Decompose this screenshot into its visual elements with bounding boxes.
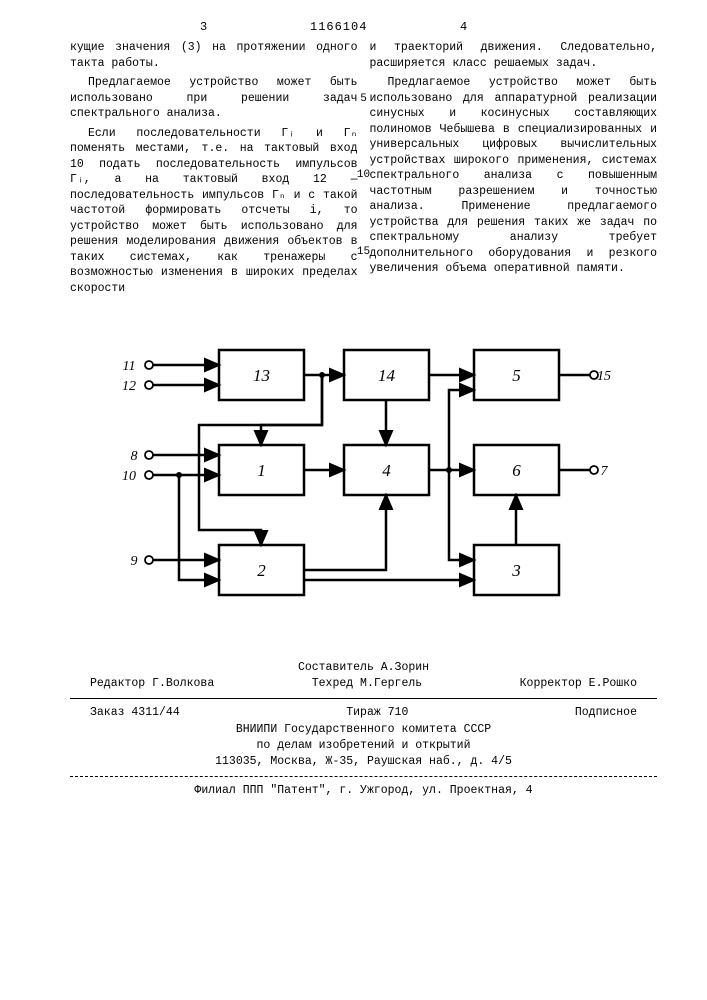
editor: Редактор Г.Волкова — [90, 676, 214, 692]
svg-text:8: 8 — [130, 449, 137, 464]
address: 113035, Москва, Ж-35, Раушская наб., д. … — [70, 754, 657, 770]
tirazh: Тираж 710 — [346, 705, 408, 721]
signed: Подписное — [575, 705, 637, 721]
corrector: Корректор Е.Рошко — [520, 676, 637, 692]
svg-text:5: 5 — [512, 366, 521, 385]
svg-text:2: 2 — [257, 561, 266, 580]
svg-text:9: 9 — [130, 554, 137, 569]
margin-number: 5 — [360, 92, 367, 107]
svg-text:15: 15 — [597, 369, 611, 384]
svg-text:1: 1 — [257, 461, 266, 480]
svg-text:4: 4 — [382, 461, 391, 480]
paragraph: Если последовательности Гᵢ и Гₙ поменять… — [70, 126, 358, 297]
svg-text:7: 7 — [600, 464, 608, 479]
org-line: ВНИИПИ Государственного комитета СССР — [70, 722, 657, 738]
col-number-right: 4 — [460, 20, 467, 34]
text-columns: 5 10 15 кущие значения (3) на протяжении… — [70, 40, 657, 300]
paragraph: и траекторий движения. Следовательно, ра… — [370, 40, 658, 71]
paragraph: Предлагаемое устройство может быть испол… — [370, 75, 658, 277]
svg-text:3: 3 — [511, 561, 521, 580]
org-line: по делам изобретений и открытий — [70, 738, 657, 754]
credits-row: Редактор Г.Волкова Техред М.Гергель Корр… — [70, 676, 657, 692]
svg-text:13: 13 — [253, 366, 270, 385]
svg-text:12: 12 — [122, 379, 136, 394]
col-number-left: 3 — [200, 20, 207, 34]
footer: Составитель А.Зорин Редактор Г.Волкова Т… — [70, 660, 657, 799]
margin-number: 15 — [357, 245, 370, 260]
paragraph: Предлагаемое устройство может быть испол… — [70, 75, 358, 122]
svg-text:11: 11 — [122, 359, 135, 374]
order-number: Заказ 4311/44 — [90, 705, 180, 721]
divider-dashed — [70, 776, 657, 777]
svg-text:10: 10 — [122, 469, 136, 484]
margin-number: 10 — [357, 168, 370, 183]
right-column: и траекторий движения. Следовательно, ра… — [370, 40, 658, 300]
order-row: Заказ 4311/44 Тираж 710 Подписное — [70, 705, 657, 721]
divider — [70, 698, 657, 699]
svg-text:14: 14 — [378, 366, 396, 385]
page: 3 1166104 4 5 10 15 кущие значения (3) н… — [0, 0, 707, 819]
branch: Филиал ППП "Патент", г. Ужгород, ул. Про… — [70, 783, 657, 799]
svg-text:6: 6 — [512, 461, 521, 480]
document-number: 1166104 — [310, 20, 367, 34]
tech-editor: Техред М.Гергель — [312, 676, 422, 692]
compiler: Составитель А.Зорин — [70, 660, 657, 676]
diagram-svg: 131451462311128109157 — [104, 330, 624, 620]
paragraph: кущие значения (3) на протяжении одного … — [70, 40, 358, 71]
left-column: кущие значения (3) на протяжении одного … — [70, 40, 358, 300]
block-diagram: 131451462311128109157 — [104, 330, 624, 620]
